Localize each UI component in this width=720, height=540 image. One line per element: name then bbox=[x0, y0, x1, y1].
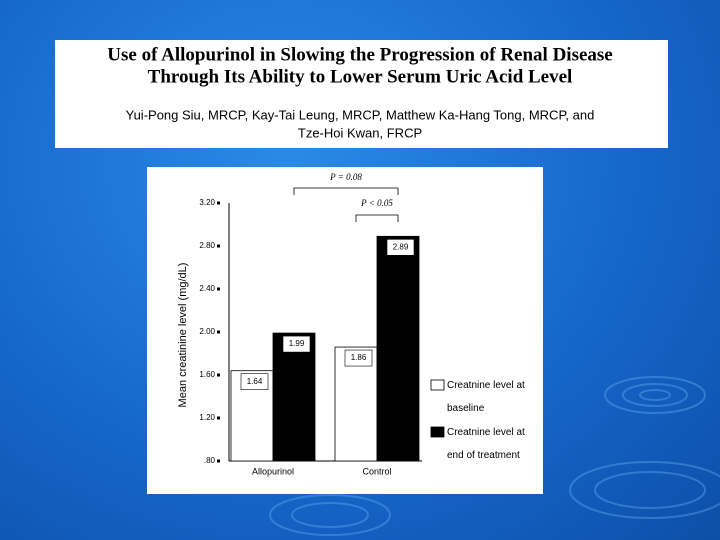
y-tick-label: .80 bbox=[204, 456, 216, 465]
y-tick-mark bbox=[217, 330, 220, 334]
value-label-box bbox=[386, 239, 415, 256]
bar bbox=[376, 235, 420, 462]
legend-label: Creatnine level at baseline bbox=[447, 380, 525, 414]
y-tick-label: 1.20 bbox=[199, 413, 215, 422]
y-tick-mark bbox=[217, 287, 220, 291]
bracket bbox=[355, 214, 399, 222]
value-label: 1.86 bbox=[351, 353, 367, 362]
legend-swatch bbox=[430, 426, 445, 438]
authors-line: Yui-Pong Siu, MRCP, Kay-Tai Leung, MRCP,… bbox=[126, 107, 595, 122]
annotation: P < 0.05 bbox=[360, 198, 393, 208]
value-label: 1.99 bbox=[289, 339, 305, 348]
authors-line: Tze-Hoi Kwan, FRCP bbox=[298, 125, 422, 140]
y-tick-mark bbox=[217, 459, 220, 463]
y-axis-label: Mean creatinine level (mg/dL) bbox=[177, 263, 189, 408]
y-tick-label: 2.00 bbox=[199, 327, 215, 336]
value-label-box bbox=[240, 373, 269, 391]
y-tick-mark bbox=[217, 244, 220, 248]
y-tick-label: 1.60 bbox=[199, 370, 215, 379]
x-tick-label: Allopurinol bbox=[252, 466, 294, 476]
ripples bbox=[269, 376, 720, 536]
y-tick-label: 2.80 bbox=[199, 241, 215, 250]
header-box bbox=[55, 40, 668, 148]
title-line: Through Its Ability to Lower Serum Uric … bbox=[148, 66, 573, 87]
value-label: 1.64 bbox=[247, 377, 263, 386]
y-tick-mark bbox=[217, 201, 220, 205]
legend-label: Creatnine level at end of treatment bbox=[447, 427, 525, 461]
y-tick-label: 3.20 bbox=[199, 198, 215, 207]
bracket bbox=[293, 187, 399, 195]
y-tick-label: 2.40 bbox=[199, 284, 215, 293]
value-label: 2.89 bbox=[393, 242, 409, 251]
x-tick-label: Control bbox=[362, 466, 391, 476]
legend-swatch bbox=[430, 379, 445, 391]
value-label-box bbox=[344, 349, 373, 367]
annotation: P = 0.08 bbox=[329, 172, 362, 182]
y-tick-mark bbox=[217, 373, 220, 377]
title-line: Use of Allopurinol in Slowing the Progre… bbox=[107, 44, 612, 65]
bar bbox=[272, 332, 316, 462]
y-tick-mark bbox=[217, 416, 220, 420]
value-label-box bbox=[282, 335, 311, 353]
